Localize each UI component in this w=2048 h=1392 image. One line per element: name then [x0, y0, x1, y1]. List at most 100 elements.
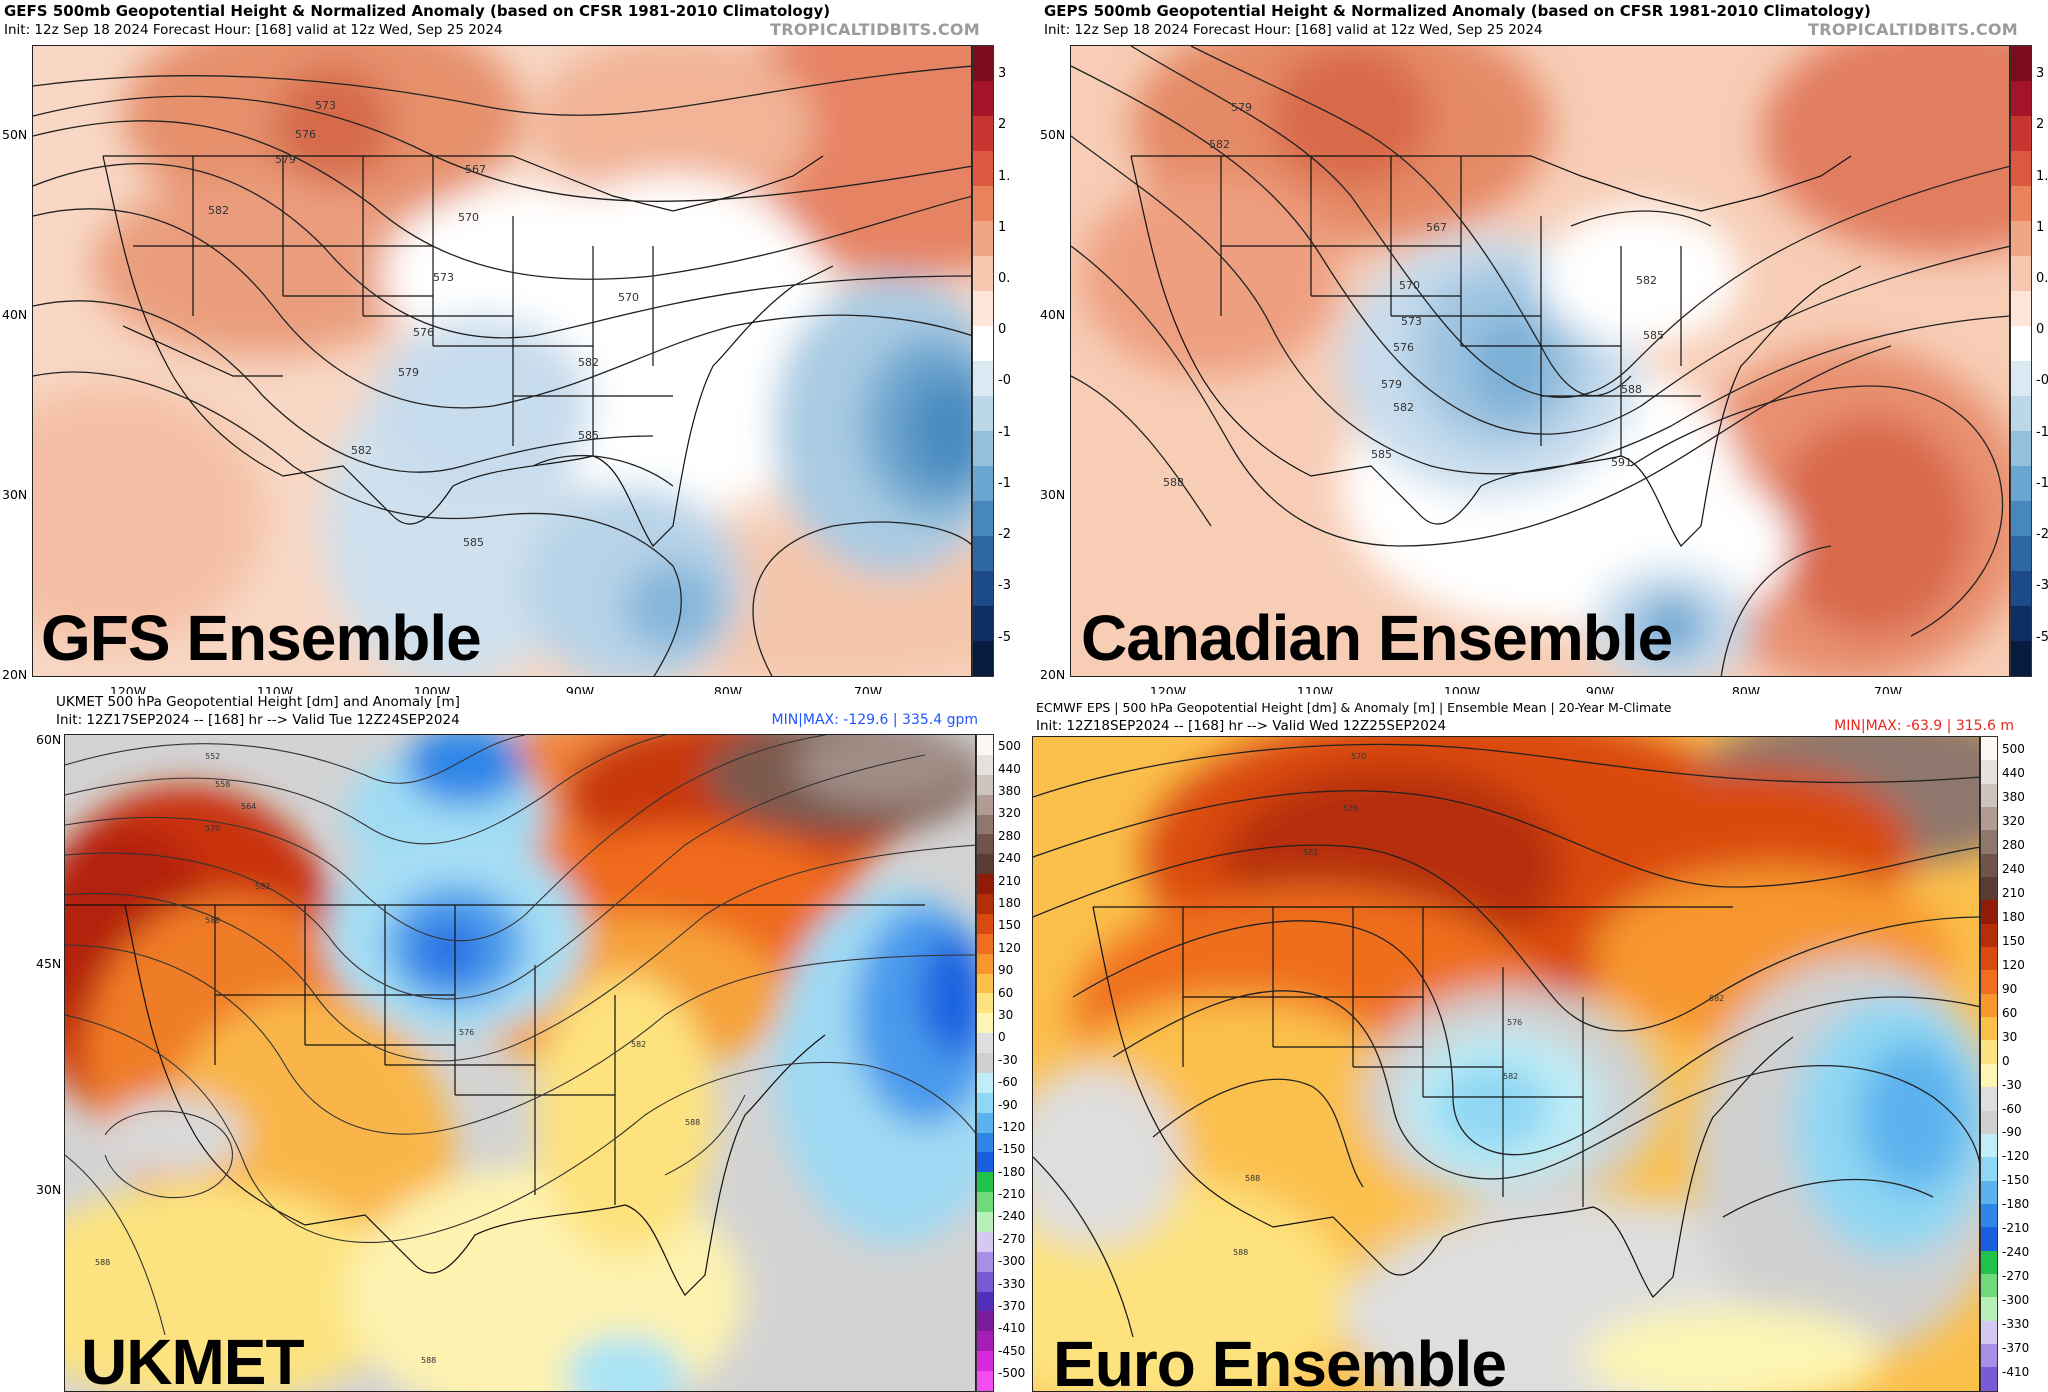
- contour-label: 582: [351, 444, 372, 457]
- colorbar-tick-label: 240: [2002, 861, 2025, 876]
- contour-label: 570: [1351, 752, 1366, 761]
- colorbar-swatch: [2011, 221, 2031, 256]
- colorbar-swatch: [977, 754, 993, 775]
- contour-label: 582: [1503, 1072, 1518, 1081]
- colorbar-swatch: [977, 854, 993, 875]
- colorbar-swatch: [973, 116, 993, 151]
- colorbar-tick-label: -30: [998, 1052, 1018, 1067]
- contour-label: 582: [1393, 401, 1414, 414]
- lat-label: 50N: [1040, 127, 1066, 142]
- colorbar-tick-label: 0: [2036, 322, 2045, 338]
- colorbar-tick-label: 1: [998, 219, 1007, 235]
- colorbar-tick-label: -410: [998, 1321, 1026, 1336]
- map-svg: 573 576 579 582 567 570 573 576 579 582 …: [33, 46, 971, 676]
- colorbar-tick-label: 90: [998, 963, 1014, 978]
- brand-watermark: TROPICALTIDBITS.COM: [770, 20, 980, 39]
- panel-geps: GEPS 500mb Geopotential Height & Normali…: [1040, 0, 2048, 682]
- contour-label: 582: [631, 1040, 646, 1049]
- colorbar-swatch: [977, 894, 993, 914]
- contour-label: 582: [1303, 848, 1318, 857]
- colorbar-swatch: [1981, 1343, 1997, 1368]
- colorbar-swatch: [2011, 431, 2031, 466]
- colorbar-tick-label: -2: [2036, 527, 2048, 543]
- colorbar-swatch: [973, 641, 993, 676]
- colorbar: [2010, 45, 2032, 677]
- contour-label: 588: [1621, 383, 1642, 396]
- contour-label: 567: [1426, 221, 1447, 234]
- colorbar-swatch: [2011, 116, 2031, 151]
- contour-label: 570: [458, 211, 479, 224]
- lat-label: 50N: [2, 127, 28, 142]
- colorbar-swatch: [1981, 737, 1997, 761]
- colorbar-tick-label: -1: [998, 424, 1010, 440]
- colorbar-tick-label: -0.5: [998, 373, 1010, 389]
- colorbar-swatch: [1981, 1227, 1997, 1251]
- colorbar-tick-label: -370: [2002, 1341, 2030, 1356]
- colorbar-tick-label: 320: [2002, 814, 2025, 829]
- colorbar-swatch: [1981, 1367, 1997, 1391]
- colorbar-tick-label: -300: [2002, 1293, 2030, 1308]
- contour-label: 582: [1709, 994, 1724, 1003]
- colorbar-swatch: [977, 1192, 993, 1212]
- colorbar-tick-label: 3: [2036, 66, 2045, 82]
- contour-label: 570: [1399, 279, 1420, 292]
- colorbar-swatch: [1981, 1110, 1997, 1134]
- contour-label: 576: [1343, 804, 1358, 813]
- colorbar-tick-label: -3: [2036, 578, 2048, 594]
- contour-label: 582: [1209, 138, 1230, 151]
- colorbar-tick-label: 1: [2036, 219, 2045, 235]
- colorbar-swatch: [1981, 1133, 1997, 1158]
- colorbar-swatch: [2011, 501, 2031, 536]
- colorbar-swatch: [2011, 641, 2031, 676]
- colorbar-tick-label: 180: [2002, 909, 2025, 924]
- colorbar-swatch: [973, 221, 993, 256]
- colorbar-swatch: [1981, 970, 1997, 994]
- colorbar-tick-label: 0: [998, 322, 1007, 338]
- colorbar-tick-label: -150: [2002, 1173, 2030, 1188]
- colorbar-swatch: [2011, 46, 2031, 81]
- contour-label: 585: [578, 429, 599, 442]
- colorbar-swatch: [977, 1291, 993, 1312]
- colorbar-tick-label: -410: [2002, 1365, 2030, 1380]
- colorbar-swatch: [973, 431, 993, 466]
- colorbar-tick-label: -2: [998, 527, 1010, 543]
- colorbar-swatch: [973, 46, 993, 81]
- colorbar-swatch: [973, 81, 993, 116]
- anomaly-map: 570 576 582 576 582 582 588 588 Euro Ens…: [1032, 736, 1980, 1392]
- colorbar-tick-label: 280: [2002, 838, 2025, 852]
- colorbar-tick-label: -90: [2002, 1125, 2022, 1140]
- colorbar-swatch: [977, 814, 993, 835]
- colorbar-swatch: [977, 834, 993, 855]
- panel-gefs: GEFS 500mb Geopotential Height & Normali…: [0, 0, 1010, 682]
- lat-label: 40N: [2, 307, 28, 322]
- colorbar-tick-label: -60: [2002, 1101, 2022, 1116]
- model-label: GFS Ensemble: [41, 602, 482, 674]
- contour-label: 576: [459, 1028, 474, 1037]
- colorbar-swatch: [977, 913, 993, 934]
- colorbar-swatch: [977, 1092, 993, 1113]
- colorbar-swatch: [1981, 760, 1997, 784]
- contour-label: 582: [1636, 274, 1657, 287]
- contour-label: 588: [205, 916, 220, 925]
- colorbar-tick-label: -90: [998, 1097, 1018, 1112]
- colorbar-swatch: [973, 466, 993, 501]
- colorbar-swatch: [1981, 877, 1997, 901]
- colorbar-swatch: [977, 993, 993, 1014]
- colorbar-swatch: [977, 794, 993, 815]
- colorbar-swatch: [977, 735, 993, 755]
- colorbar-swatch: [973, 256, 993, 291]
- colorbar-swatch: [977, 1231, 993, 1252]
- lat-label: 30N: [2, 487, 28, 502]
- colorbar-swatch: [977, 1331, 993, 1352]
- model-label: Euro Ensemble: [1053, 1328, 1507, 1392]
- lat-label: 20N: [1040, 667, 1066, 682]
- colorbar-tick-label: -330: [998, 1276, 1026, 1291]
- anomaly-map: 573 576 579 582 567 570 573 576 579 582 …: [32, 45, 972, 677]
- colorbar-swatch: [2011, 361, 2031, 396]
- minmax-readout: MIN|MAX: -63.9 | 315.6 m: [1834, 718, 2014, 734]
- panel-title: UKMET 500 hPa Geopotential Height [dm] a…: [56, 694, 460, 710]
- colorbar-tick-label: 180: [998, 896, 1021, 911]
- colorbar-swatch: [1981, 1250, 1997, 1274]
- colorbar-swatch: [973, 361, 993, 396]
- colorbar-swatch: [2011, 81, 2031, 116]
